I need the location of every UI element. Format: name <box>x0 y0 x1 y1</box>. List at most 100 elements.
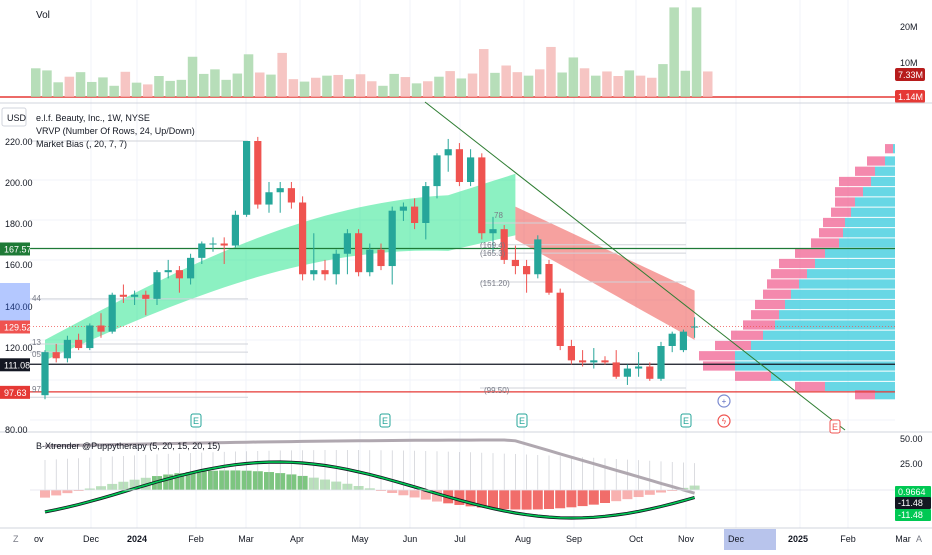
candle-body <box>243 141 251 215</box>
candle-body <box>377 249 385 267</box>
oscillator-badge-text: -11.48 <box>898 498 923 508</box>
candle-body <box>97 325 105 332</box>
volume-bar <box>680 70 691 97</box>
candle-body <box>310 270 318 275</box>
symbol-title[interactable]: e.l.f. Beauty, Inc., 1W, NYSE <box>36 113 150 123</box>
level-label: (169.4) <box>480 241 506 250</box>
earnings-marker[interactable] <box>190 413 202 428</box>
vrvp-up-volume <box>735 351 895 361</box>
candle-body <box>220 243 228 246</box>
earnings-marker[interactable] <box>379 413 391 428</box>
volume-bar <box>411 83 422 97</box>
price-tick: 180.00 <box>5 219 33 229</box>
volume-bar <box>311 77 321 97</box>
volume-bar <box>221 79 231 97</box>
oscillator-histogram-bar <box>454 490 465 505</box>
price-tick: 140.00 <box>5 302 33 312</box>
candle-body <box>399 206 407 211</box>
candle-body <box>164 270 172 273</box>
time-axis-corner[interactable]: Z <box>13 534 19 544</box>
volume-bar <box>64 76 75 97</box>
oscillator-histogram-bar <box>566 490 577 508</box>
volume-badge <box>895 90 925 103</box>
vrvp-up-volume <box>825 381 895 392</box>
volume-bar <box>187 56 198 97</box>
volume-bar <box>557 72 567 97</box>
vrvp-down-volume <box>835 187 863 197</box>
oscillator-histogram-bar <box>656 490 666 493</box>
oscillator-histogram-bar <box>667 490 678 491</box>
oscillator-title[interactable]: B-Xtrender @Puppytherapy (5, 20, 15, 20,… <box>36 441 220 451</box>
volume-bar <box>277 52 287 97</box>
volume-bar <box>658 64 668 97</box>
volume-bar <box>53 82 63 97</box>
vrvp-down-volume <box>779 258 815 269</box>
time-axis[interactable]: ov Dec 2024 Feb Mar Apr May Jun Jul Aug Sep Oct Nov D… <box>13 534 922 544</box>
trend-line[interactable] <box>424 101 846 431</box>
price-tick: 160.00 <box>5 260 33 270</box>
candle-body <box>567 346 575 361</box>
upcoming-event-markers[interactable]: + ϟ <box>717 394 731 428</box>
volume-bar <box>165 80 175 97</box>
volume-bar <box>423 81 433 97</box>
earnings-marker[interactable] <box>680 413 692 428</box>
time-axis-label: 2024 <box>127 534 147 544</box>
split-icon-glyph: ϟ <box>722 417 727 426</box>
market-bias-legend[interactable]: Market Bias (, 20, 7, 7) <box>36 139 127 149</box>
volume-bar <box>703 71 713 97</box>
time-axis-label: Nov <box>678 534 695 544</box>
price-badge <box>0 358 30 372</box>
volume-bar <box>322 75 332 97</box>
horizontal-price-lines[interactable] <box>0 247 895 393</box>
candle-body <box>455 149 463 182</box>
candle-body <box>691 326 699 328</box>
candle-body <box>411 206 419 223</box>
earnings-marker-label: E <box>193 416 199 426</box>
candle-body <box>467 157 475 182</box>
price-badge-text: 97.63 <box>4 388 27 398</box>
earnings-events[interactable]: E E E EE <box>190 413 841 434</box>
vrvp-legend[interactable]: VRVP (Number Of Rows, 24, Up/Down) <box>36 126 195 136</box>
b-xtrender-pane <box>30 438 895 520</box>
candle-body <box>86 325 94 349</box>
time-axis-label: Apr <box>290 534 304 544</box>
oscillator-histogram-bar <box>644 490 655 495</box>
dividend-icon[interactable] <box>717 394 731 408</box>
earnings-marker[interactable] <box>829 419 841 434</box>
vrvp-down-volume <box>831 207 851 217</box>
oscillator-histogram-bar <box>387 490 398 493</box>
vrvp-up-volume <box>807 269 895 279</box>
split-icon[interactable] <box>717 414 731 428</box>
vrvp-down-volume <box>715 340 751 351</box>
vrvp-up-volume <box>785 299 895 310</box>
oscillator-histogram-bar <box>488 490 498 509</box>
oscillator-badge <box>895 509 931 521</box>
level-label: 97 <box>32 385 41 394</box>
candle-body <box>679 331 687 351</box>
earnings-marker[interactable] <box>516 413 528 428</box>
candle-body <box>63 339 71 359</box>
candle-body <box>478 157 486 234</box>
candle-body <box>433 155 441 187</box>
time-axis-label: Aug <box>515 534 531 544</box>
currency-box[interactable] <box>1 107 27 127</box>
oscillator-histogram-bar <box>476 490 487 508</box>
oscillator-histogram-bar <box>622 490 633 500</box>
price-scale[interactable]: 220.00 200.00 180.00 160.00 140.00 120.0… <box>5 137 33 435</box>
vrvp-up-volume <box>775 320 895 330</box>
volume-label: Vol <box>36 10 50 21</box>
candle-body <box>254 141 262 205</box>
volume-bar <box>523 75 534 97</box>
oscillator-badge <box>895 497 931 509</box>
vrvp-down-volume <box>731 330 763 340</box>
oscillator-histogram-bar <box>499 490 510 510</box>
oscillator-badges: 0.9664-11.48-11.48 <box>895 486 931 521</box>
volume-bar <box>389 73 399 97</box>
auto-scale-toggle[interactable]: A <box>916 534 922 544</box>
volume-bar <box>266 74 276 97</box>
vrvp-up-volume <box>871 176 895 187</box>
time-axis-label: Oct <box>629 534 644 544</box>
oscillator-histogram-bar <box>555 490 566 509</box>
